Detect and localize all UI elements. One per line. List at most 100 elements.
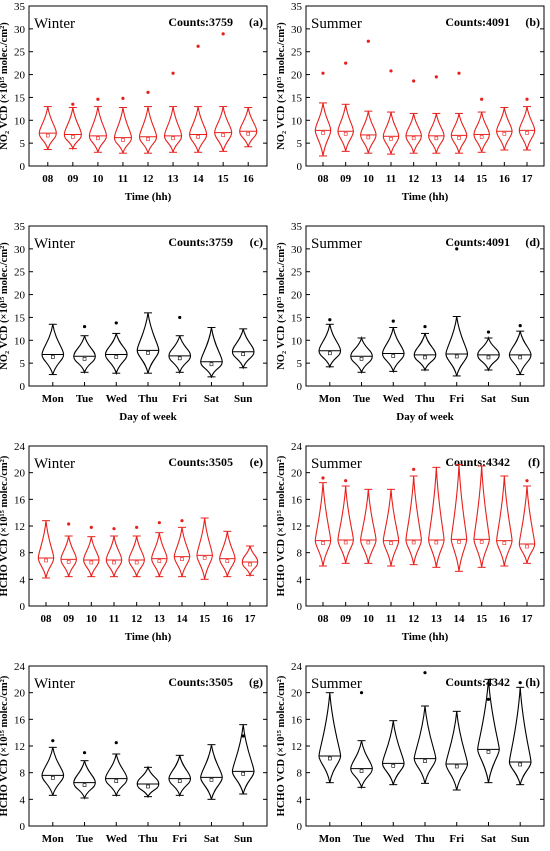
outlier-point <box>518 681 522 685</box>
x-tick-label: 16 <box>499 173 511 185</box>
y-tick-label: 25 <box>14 267 26 279</box>
outlier-point <box>525 97 529 101</box>
mean-marker <box>327 756 332 761</box>
x-tick-label: Sat <box>204 833 220 845</box>
outlier-point <box>455 247 459 251</box>
y-tick-label: 10 <box>14 115 26 127</box>
violin-body <box>37 520 55 579</box>
mean-marker <box>479 540 484 544</box>
x-tick-label: 10 <box>363 173 375 185</box>
outlier-point <box>67 522 71 526</box>
x-tick-label: 14 <box>454 613 466 625</box>
mean-marker <box>321 131 325 135</box>
x-tick-label: 09 <box>63 613 75 625</box>
y-tick-label: 0 <box>297 601 303 613</box>
y-tick-label: 20 <box>14 290 26 302</box>
violin-body <box>138 106 158 154</box>
x-tick-label: 17 <box>522 173 534 185</box>
violin-Thu <box>413 324 437 372</box>
x-tick-label: 16 <box>222 613 234 625</box>
x-tick-label: 10 <box>363 613 375 625</box>
y-tick-label: 0 <box>297 161 303 173</box>
violin-body <box>337 104 354 152</box>
violin-body <box>128 535 145 577</box>
x-axis-label: Time (hh) <box>125 631 172 643</box>
outlier-point <box>89 525 93 529</box>
violin-Mon <box>318 318 342 369</box>
outlier-point <box>359 691 364 695</box>
mean-marker <box>157 559 162 563</box>
season-label: Winter <box>34 16 75 32</box>
x-tick-label: Sun <box>234 393 252 405</box>
x-tick-label: 09 <box>340 613 352 625</box>
violin-body <box>241 545 259 578</box>
y-tick-label: 16 <box>14 494 26 506</box>
violin-body <box>113 107 133 154</box>
violin-Wed <box>381 319 405 374</box>
outlier-point <box>82 324 87 329</box>
violin-15 <box>214 32 233 152</box>
violin-body <box>381 327 405 374</box>
violin-14 <box>189 44 208 153</box>
y-tick-label: 24 <box>14 661 26 673</box>
violin-body <box>445 711 469 791</box>
violin-body <box>196 517 213 580</box>
violin-body <box>168 335 192 375</box>
mean-marker <box>196 135 200 139</box>
violin-body <box>473 465 490 568</box>
violin-body <box>445 316 469 377</box>
mean-marker <box>518 355 523 360</box>
y-tick-label: 16 <box>291 494 303 506</box>
x-tick-label: Tue <box>353 833 370 845</box>
y-tick-label: 12 <box>14 741 25 753</box>
x-tick-label: 11 <box>386 613 396 625</box>
mean-marker <box>50 776 55 780</box>
violin-16 <box>496 106 513 151</box>
violin-17 <box>241 545 259 578</box>
y-tick-label: 35 <box>14 1 26 13</box>
mean-marker <box>518 762 523 767</box>
violin-Mon <box>318 692 342 784</box>
violin-12 <box>405 79 422 154</box>
violin-body <box>60 535 77 577</box>
mean-marker <box>391 354 396 358</box>
violin-Sun <box>231 328 255 370</box>
outlier-point <box>412 79 416 83</box>
y-axis-label: HCHO VCD (×10¹⁵ molec./cm²) <box>276 455 287 596</box>
violin-17 <box>518 479 536 564</box>
y-tick-label: 20 <box>291 70 303 82</box>
x-tick-label: Thu <box>415 393 435 405</box>
mean-marker <box>121 138 125 142</box>
mean-marker <box>411 136 416 141</box>
violin-body <box>88 106 107 153</box>
violin-body <box>136 765 160 799</box>
outlier-point <box>389 69 393 73</box>
mean-marker <box>502 541 507 545</box>
x-tick-label: 17 <box>245 613 257 625</box>
mean-marker <box>525 131 529 135</box>
violin-body <box>350 335 373 375</box>
mean-marker <box>221 133 225 137</box>
mean-marker <box>486 750 491 754</box>
violin-12 <box>138 90 158 154</box>
violin-08 <box>38 106 57 151</box>
violin-Fri <box>445 247 469 377</box>
violin-body <box>382 489 400 567</box>
x-axis-label: Day of week <box>119 411 177 423</box>
violin-body <box>318 324 342 369</box>
violin-body <box>314 102 332 157</box>
season-label: Winter <box>34 236 75 252</box>
outlier-point <box>171 71 175 75</box>
panel-label: (h) <box>525 675 540 689</box>
y-axis-label: NO₂ VCD (×10¹⁵ molec./cm²) <box>0 22 10 150</box>
outlier-point <box>328 318 332 322</box>
violin-13 <box>151 521 168 578</box>
panel-label: (g) <box>249 675 263 689</box>
y-tick-label: 30 <box>291 24 303 36</box>
violin-09 <box>63 102 82 151</box>
mean-marker <box>502 131 507 136</box>
mean-marker <box>457 540 461 544</box>
x-tick-label: Mon <box>319 393 341 405</box>
outlier-point <box>391 319 395 323</box>
x-tick-label: 15 <box>476 173 488 185</box>
